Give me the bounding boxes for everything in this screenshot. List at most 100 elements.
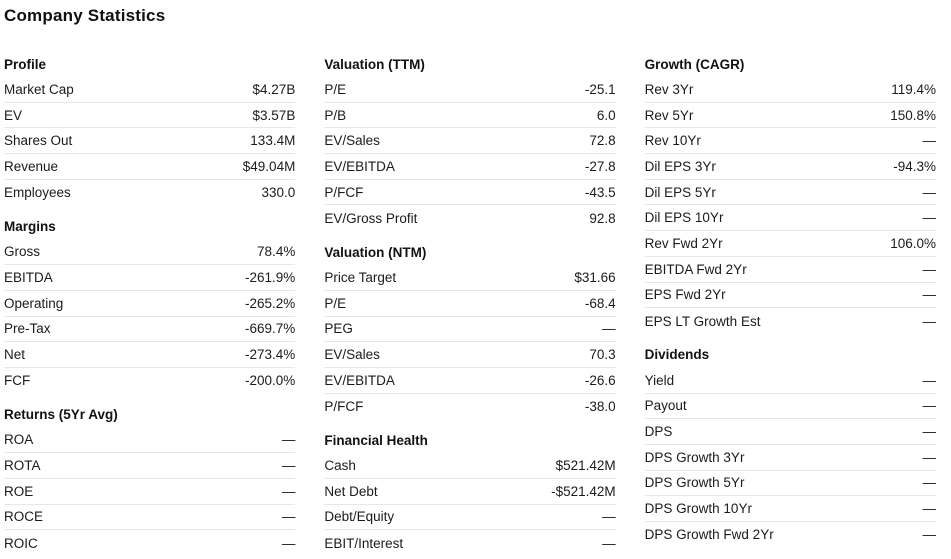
stat-row: Price Target $31.66 [324, 265, 616, 291]
stat-value: — [602, 535, 616, 551]
stat-row: EBITDA Fwd 2Yr — [644, 257, 936, 283]
stats-section: Valuation (NTM) Price Target $31.66 P/E -68.… [324, 239, 616, 420]
stat-value: — [922, 184, 937, 200]
stat-value: — [922, 210, 937, 226]
stat-value: — [922, 287, 937, 303]
stat-value: 330.0 [261, 185, 296, 201]
stat-row: ROE — [4, 479, 296, 505]
stat-row: Rev 3Yr 119.4% [644, 77, 936, 103]
stats-section: Returns (5Yr Avg) ROA — ROTA — ROE — ROCE — ROIC — [4, 402, 296, 556]
section-title: Financial Health [324, 432, 428, 448]
stats-column-middle: Valuation (TTM) P/E -25.1 P/B 6.0 EV/Sales 72.… [324, 51, 616, 556]
stat-value: -273.4% [245, 347, 296, 363]
stat-label: EV [4, 107, 23, 123]
stat-row: Rev 5Yr 150.8% [644, 103, 936, 129]
stat-row: Operating -265.2% [4, 291, 296, 317]
stats-section: Profile Market Cap $4.27B EV $3.57B Shares Ou… [4, 51, 296, 206]
stats-grid: Profile Market Cap $4.27B EV $3.57B Shares Ou… [4, 51, 936, 556]
stat-row: Market Cap $4.27B [4, 77, 296, 103]
stat-label: Shares Out [4, 133, 73, 149]
stat-row: Debt/Equity — [324, 505, 616, 531]
stat-row: Rev 10Yr — [644, 128, 936, 155]
stat-label: EV/Sales [324, 347, 380, 363]
stat-label: Net Debt [324, 483, 378, 499]
stat-label: ROCE [4, 509, 44, 525]
stat-label: EPS LT Growth Est [644, 313, 761, 329]
stat-label: DPS [644, 424, 673, 440]
stat-value: -$521.42M [551, 483, 616, 499]
stat-label: EBIT/Interest [324, 535, 404, 551]
stat-row: EV/Sales 70.3 [324, 342, 616, 368]
section-title: Returns (5Yr Avg) [4, 407, 118, 423]
stat-label: EV/Gross Profit [324, 210, 418, 226]
stat-row: ROTA — [4, 453, 296, 479]
stat-value: $4.27B [252, 81, 296, 97]
stat-row: ROIC — [4, 530, 295, 556]
stat-value: 150.8% [890, 107, 936, 123]
stat-label: EV/EBITDA [324, 372, 395, 388]
stat-row: DPS Growth Fwd 2Yr — [645, 522, 936, 548]
stat-row: EV/EBITDA -27.8 [324, 154, 616, 180]
stat-row: Payout — [644, 394, 937, 420]
stat-label: Price Target [324, 269, 397, 285]
stat-value: $521.42M [555, 458, 616, 474]
stat-row: Gross 78.4% [4, 239, 296, 266]
stat-row: Net Debt -$521.42M [324, 479, 616, 505]
stat-row: Dil EPS 10Yr — [644, 205, 937, 232]
stat-row: EBITDA -261.9% [4, 265, 296, 291]
stats-section: Growth (CAGR) Rev 3Yr 119.4% Rev 5Yr 150.8% R… [644, 51, 937, 334]
stat-row: DPS Growth 5Yr — [644, 471, 936, 497]
stat-label: EV/Sales [324, 133, 380, 149]
stat-row: Pre-Tax -669.7% [4, 317, 296, 343]
stat-label: DPS Growth 5Yr [644, 475, 745, 491]
stat-label: Rev Fwd 2Yr [644, 235, 723, 251]
stat-value: 119.4% [891, 81, 936, 97]
stats-section: Margins Gross 78.4% EBITDA -261.9% Operating -… [4, 213, 296, 394]
stat-label: P/B [324, 107, 347, 123]
stat-row: EV/EBITDA -26.6 [324, 368, 616, 394]
stat-label: Employees [4, 185, 71, 201]
page-title: Company Statistics [4, 6, 166, 25]
stat-value: — [922, 449, 937, 465]
stat-value: — [922, 398, 937, 414]
section-title: Dividends [644, 347, 710, 363]
stat-row: Dil EPS 5Yr — [644, 180, 937, 206]
stat-value: -669.7% [245, 321, 296, 337]
stat-label: Operating [4, 295, 64, 311]
stat-value: — [922, 424, 937, 440]
stat-value: -68.4 [584, 295, 616, 311]
stat-value: 70.3 [589, 347, 616, 363]
stat-row: EV $3.57B [4, 103, 296, 129]
stat-row: Dil EPS 3Yr -94.3% [644, 154, 936, 180]
stat-label: Rev 3Yr [644, 81, 694, 97]
stat-label: DPS Growth 10Yr [644, 501, 752, 517]
stat-label: Rev 10Yr [644, 133, 701, 149]
stat-row: FCF -200.0% [4, 368, 295, 394]
stat-row: Employees 330.0 [4, 180, 295, 206]
stat-value: — [602, 509, 616, 525]
stat-row: PEG — [324, 317, 616, 343]
stat-value: -265.2% [245, 295, 296, 311]
stat-value: -38.0 [584, 398, 616, 414]
stats-column-right: Growth (CAGR) Rev 3Yr 119.4% Rev 5Yr 150.8% R… [644, 51, 937, 548]
stats-column-left: Profile Market Cap $4.27B EV $3.57B Shares Ou… [4, 51, 296, 556]
stat-row: Revenue $49.04M [4, 154, 296, 180]
stat-row: DPS — [644, 419, 937, 445]
stat-value: — [281, 432, 296, 448]
stat-row: DPS Growth 3Yr — [644, 445, 937, 471]
stat-label: P/E [324, 81, 347, 97]
stat-value: 92.8 [589, 210, 616, 226]
stat-value: 106.0% [890, 235, 936, 251]
stat-row: EPS LT Growth Est — [645, 308, 936, 334]
stat-row: Net -273.4% [4, 342, 296, 368]
stat-row: P/E -25.1 [324, 77, 616, 103]
stat-label: DPS Growth 3Yr [644, 449, 745, 465]
stat-value: 6.0 [596, 107, 616, 123]
stat-label: EPS Fwd 2Yr [644, 287, 726, 303]
stat-row: Rev Fwd 2Yr 106.0% [644, 231, 936, 257]
stat-label: P/FCF [324, 184, 364, 200]
stat-row: P/FCF -38.0 [324, 394, 615, 420]
stat-row: Shares Out 133.4M [4, 128, 296, 155]
stat-value: — [922, 527, 937, 543]
